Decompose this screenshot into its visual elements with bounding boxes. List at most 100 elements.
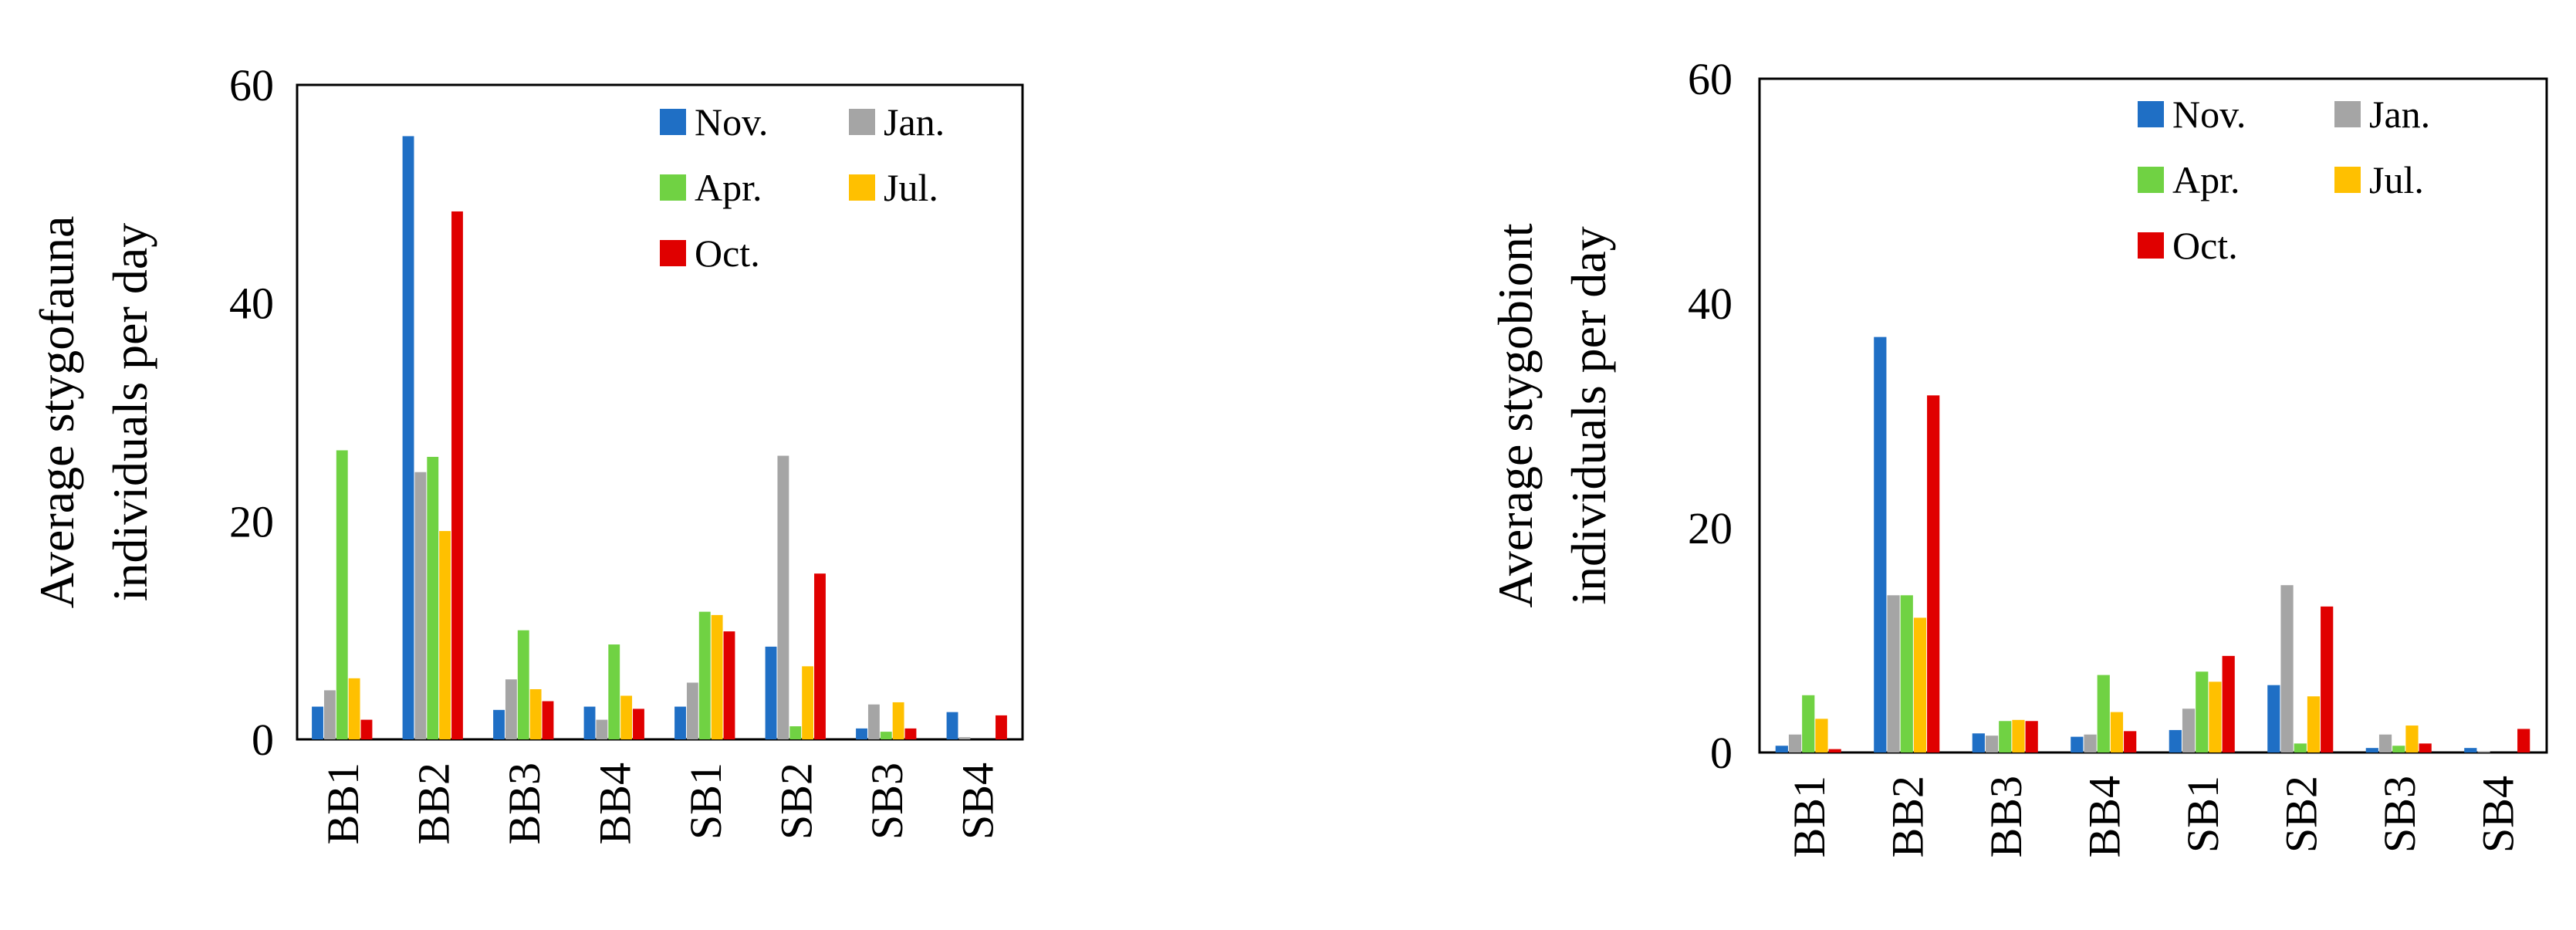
bar-bb4-apr xyxy=(2097,675,2110,752)
bar-sb3-jan xyxy=(867,704,880,739)
legend-label: Apr. xyxy=(695,166,762,209)
bar-bb1-oct xyxy=(360,719,373,739)
legend-swatch xyxy=(660,174,686,201)
bar-bb3-oct xyxy=(542,701,554,739)
legend-label: Oct. xyxy=(2172,224,2238,267)
bar-sb2-jul xyxy=(802,666,814,739)
legend-swatch xyxy=(849,109,875,135)
bar-sb2-nov xyxy=(2267,685,2280,752)
bar-sb2-jan xyxy=(2280,585,2294,752)
x-category-label: BB3 xyxy=(1981,776,2031,857)
bar-sb2-jan xyxy=(777,455,789,739)
bar-sb4-jan xyxy=(958,737,971,739)
x-category-label: BB1 xyxy=(318,763,368,844)
bar-sb4-nov xyxy=(946,712,958,739)
bar-bb1-apr xyxy=(336,450,348,739)
bar-bb1-nov xyxy=(1775,746,1788,752)
y-tick-label: 40 xyxy=(1688,279,1733,329)
x-category-label: SB1 xyxy=(681,763,731,840)
legend-swatch xyxy=(2138,232,2164,259)
bar-bb4-jul xyxy=(2110,712,2124,752)
bar-sb1-oct xyxy=(723,631,735,739)
legend-label: Jul. xyxy=(2369,158,2424,201)
x-category-label: SB3 xyxy=(862,763,912,840)
bar-bb2-apr xyxy=(1900,595,1913,752)
bar-bb3-oct xyxy=(2025,721,2038,752)
bar-bb3-jul xyxy=(2012,719,2025,752)
bar-bb3-jul xyxy=(529,688,542,739)
y-tick-label: 0 xyxy=(1710,728,1733,778)
legend-swatch xyxy=(849,174,875,201)
bar-sb4-nov xyxy=(2464,748,2477,752)
y-tick-label: 20 xyxy=(1688,503,1733,553)
bar-sb3-nov xyxy=(856,728,867,739)
bar-bb4-nov xyxy=(583,706,596,739)
bar-bb3-apr xyxy=(1999,721,2012,752)
chart-1: 0 20 40 60 Average stygofauna individuals per… xyxy=(29,60,1024,844)
bar-sb1-jul xyxy=(2209,681,2222,752)
bar-bb2-nov xyxy=(1874,336,1887,752)
x-category-label: SB1 xyxy=(2178,776,2228,853)
bar-sb1-jan xyxy=(2182,708,2196,752)
bar-sb4-oct xyxy=(996,715,1007,739)
bar-bb1-apr xyxy=(1802,695,1815,752)
bar-sb3-oct xyxy=(904,728,917,739)
bar-sb2-apr xyxy=(2294,743,2307,752)
legend-label: Nov. xyxy=(2172,93,2246,136)
bar-sb1-nov xyxy=(2169,729,2182,752)
legend-swatch xyxy=(660,109,686,135)
legend-label: Jan. xyxy=(2369,93,2430,136)
bar-sb2-oct xyxy=(2321,606,2334,752)
x-category-label: BB3 xyxy=(499,763,549,844)
bar-bb2-jan xyxy=(414,472,427,739)
y-axis-label: individuals per day xyxy=(1561,226,1616,605)
bar-sb1-apr xyxy=(698,611,711,739)
y-tick-label: 60 xyxy=(229,60,274,110)
bar-bb1-oct xyxy=(1828,749,1841,752)
x-category-label: BB4 xyxy=(2079,776,2129,857)
bar-bb1-jul xyxy=(348,678,360,739)
y-tick-label: 40 xyxy=(229,279,274,329)
legend-swatch xyxy=(2138,101,2164,127)
bar-bb3-apr xyxy=(517,630,529,739)
bar-sb3-oct xyxy=(2419,743,2432,752)
bar-bb4-nov xyxy=(2071,736,2084,752)
legend-label: Apr. xyxy=(2172,158,2240,201)
bar-sb2-jul xyxy=(2307,696,2321,752)
bar-sb1-jul xyxy=(711,614,723,739)
y-axis-label: Average stygobiont xyxy=(1488,223,1543,607)
x-category-label: BB2 xyxy=(1882,776,1932,857)
bar-bb2-jul xyxy=(1913,617,1927,752)
x-category-label: SB4 xyxy=(952,763,1002,840)
bar-bb2-jul xyxy=(439,531,451,739)
plot-frame xyxy=(296,83,1024,741)
bar-bb4-oct xyxy=(2124,731,2137,752)
bar-sb1-nov xyxy=(674,706,686,739)
bar-sb3-jan xyxy=(2378,734,2392,752)
bar-bb3-nov xyxy=(493,709,505,739)
bar-bb1-jan xyxy=(323,690,336,739)
legend-swatch xyxy=(2138,167,2164,193)
y-tick-label: 0 xyxy=(252,715,274,765)
bar-bb3-nov xyxy=(1972,733,1985,752)
bar-bb4-oct xyxy=(633,708,644,739)
bar-bb3-jan xyxy=(1985,736,1999,752)
x-category-label: BB1 xyxy=(1784,776,1834,857)
y-axis-label: individuals per day xyxy=(103,223,157,602)
plot-frame xyxy=(1758,77,2548,754)
bar-sb3-jul xyxy=(2405,725,2419,752)
legend-swatch xyxy=(2334,167,2361,193)
bar-bb2-nov xyxy=(402,136,414,740)
bar-bb4-jan xyxy=(2084,734,2097,752)
bar-bb4-jan xyxy=(596,719,608,739)
bar-bb4-apr xyxy=(608,644,620,739)
bar-bb3-jan xyxy=(505,679,517,739)
x-category-label: SB4 xyxy=(2473,776,2523,853)
bar-sb2-oct xyxy=(814,573,826,739)
bar-bb1-nov xyxy=(312,706,323,739)
bar-sb1-oct xyxy=(2222,655,2235,752)
bar-bb1-jan xyxy=(1788,734,1802,752)
bar-sb3-apr xyxy=(880,732,892,739)
y-tick-label: 20 xyxy=(229,496,274,546)
